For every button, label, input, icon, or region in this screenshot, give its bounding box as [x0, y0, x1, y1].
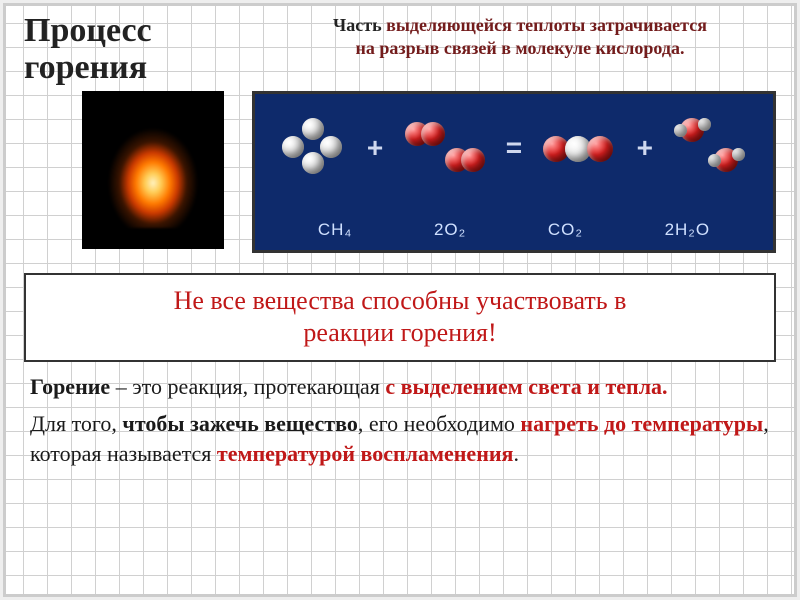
p2-g: .: [513, 441, 519, 466]
p2-a: Для того,: [30, 411, 122, 436]
title-line1: Процесс: [24, 12, 152, 49]
p2-c: , его необходимо: [358, 411, 521, 436]
label-o2: 2O₂: [434, 220, 466, 240]
images-row: + = +: [24, 91, 776, 253]
p1-em: с выделением света и тепла.: [385, 374, 667, 399]
paragraph-1: Горение – это реакция, протекающая с выд…: [30, 372, 770, 402]
fire-image: [82, 91, 224, 249]
equals: =: [506, 132, 522, 164]
slide-content: Процесс горения Часть выделяющейся тепло…: [0, 0, 800, 600]
reaction-diagram: + = +: [252, 91, 776, 253]
p1-lead: Горение: [30, 374, 110, 399]
molecule-o2: [405, 118, 485, 178]
equation-labels: CH₄ 2O₂ CO₂ 2H₂O: [255, 220, 773, 240]
p2-b: чтобы зажечь вещество: [122, 411, 357, 436]
molecule-co2: [543, 118, 615, 178]
molecule-h2o: [674, 118, 748, 178]
label-co2: CO₂: [548, 220, 583, 240]
body-text: Горение – это реакция, протекающая с выд…: [24, 370, 776, 469]
label-h2o: 2H₂O: [665, 220, 711, 240]
label-ch4: CH₄: [318, 220, 353, 240]
header-row: Процесс горения Часть выделяющейся тепло…: [24, 12, 776, 87]
p1-mid: – это реакция, протекающая: [110, 374, 385, 399]
plus-1: +: [367, 132, 383, 164]
banner-line1: Не все вещества способны участвовать в: [174, 286, 627, 315]
paragraph-2: Для того, чтобы зажечь вещество, его нео…: [30, 409, 770, 468]
fire-glow: [108, 128, 198, 228]
plus-2: +: [637, 132, 653, 164]
subtitle-part3: на разрыв связей в молекуле кислорода.: [356, 38, 685, 58]
p2-f: температурой воспламенения: [217, 441, 514, 466]
molecule-row: + = +: [255, 118, 773, 178]
slide-subtitle: Часть выделяющейся теплоты затрачивается…: [264, 12, 776, 59]
title-line2: горения: [24, 49, 147, 86]
subtitle-part1: Часть: [333, 15, 382, 35]
p2-d: нагреть до температуры: [520, 411, 763, 436]
molecule-ch4: [280, 118, 346, 178]
banner-line2: реакции горения!: [303, 318, 496, 347]
subtitle-part2: выделяющейся теплоты затрачивается: [382, 15, 707, 35]
slide-title: Процесс горения: [24, 12, 254, 87]
callout-banner: Не все вещества способны участвовать в р…: [24, 273, 776, 362]
